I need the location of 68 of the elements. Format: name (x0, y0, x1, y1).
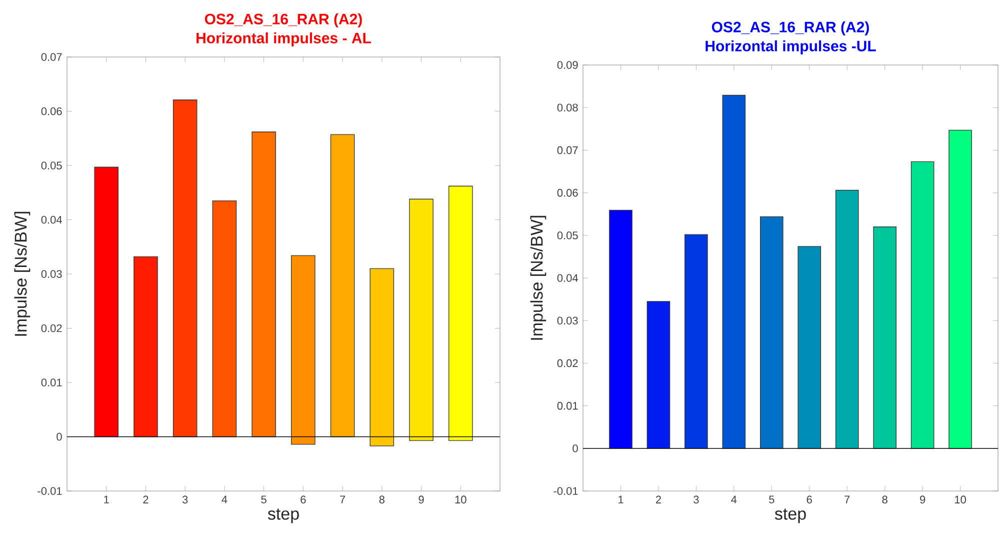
bar (948, 130, 972, 449)
bar (835, 190, 859, 449)
y-tick-label: 0 (572, 444, 578, 452)
x-tick-label: 4 (222, 496, 228, 504)
chart-title: OS2_AS_16_RAR (A2) (204, 13, 362, 28)
x-tick-label: 9 (920, 496, 926, 504)
x-tick-label: 7 (340, 496, 346, 504)
y-tick-label: 0.07 (41, 53, 62, 61)
y-tick-label: -0.01 (38, 487, 62, 495)
y-tick-label: 0.01 (557, 402, 578, 410)
y-tick-label: 0.04 (557, 274, 578, 282)
bar (873, 226, 896, 449)
x-tick-label: 3 (182, 496, 188, 504)
y-tick-label: 0.05 (41, 162, 62, 170)
x-tick-label: 8 (882, 496, 888, 504)
y-tick-label: 0.02 (557, 359, 578, 368)
y-tick-label: 0.06 (557, 188, 578, 197)
y-tick-label: 0.08 (557, 104, 578, 112)
x-tick-label: 7 (844, 496, 850, 504)
x-axis-title: step (268, 508, 299, 524)
x-tick-label: 3 (694, 496, 699, 504)
y-tick-label: 0.09 (557, 61, 578, 69)
bar (448, 186, 473, 441)
chart-subtitle: Horizontal impulses - AL (196, 32, 371, 46)
bar (760, 216, 784, 449)
bar (212, 200, 237, 438)
y-axis-title: Impulse [Ns/BW] (14, 212, 30, 336)
bar (684, 234, 708, 449)
x-tick-label: 1 (104, 496, 109, 504)
y-axis-title: Impulse [Ns/BW] (530, 216, 546, 340)
y-tick-label: 0 (56, 432, 62, 441)
bar (798, 246, 822, 449)
y-tick-label: 0.07 (557, 146, 578, 154)
y-tick-label: 0.01 (41, 378, 62, 386)
y-tick-label: 0.03 (41, 270, 62, 278)
bar (609, 210, 632, 449)
bar (252, 132, 276, 438)
bar (646, 301, 670, 449)
y-tick-label: 0.02 (41, 324, 62, 332)
x-tick-label: 1 (618, 496, 624, 504)
bar (330, 134, 355, 438)
bar (291, 255, 316, 445)
y-tick-label: 0.06 (41, 107, 62, 116)
chart-subtitle: Horizontal impulses -UL (706, 40, 876, 54)
x-tick-label: 8 (379, 496, 384, 504)
x-tick-label: 6 (300, 496, 306, 504)
y-tick-label: -0.01 (554, 487, 578, 495)
x-tick-label: 4 (731, 496, 737, 504)
y-tick-label: 0.04 (41, 216, 62, 224)
bar (94, 166, 119, 438)
bar (134, 256, 158, 438)
y-tick-label: 0.05 (557, 232, 578, 240)
x-tick-label: 10 (955, 496, 966, 504)
y-tick-label: 0.03 (557, 316, 578, 324)
x-tick-label: 2 (143, 496, 148, 504)
x-tick-label: 5 (769, 496, 774, 504)
bar (370, 268, 394, 446)
bar (172, 100, 198, 438)
bar (409, 198, 434, 441)
chart-title: OS2_AS_16_RAR (A2) (712, 21, 869, 36)
x-tick-label: 10 (455, 496, 466, 504)
x-tick-label: 2 (656, 496, 661, 504)
x-tick-label: 6 (806, 496, 812, 504)
x-axis-title: step (774, 508, 806, 524)
bar (910, 161, 934, 449)
x-tick-label: 5 (261, 496, 266, 504)
x-tick-label: 9 (418, 496, 424, 504)
bar (722, 94, 746, 449)
